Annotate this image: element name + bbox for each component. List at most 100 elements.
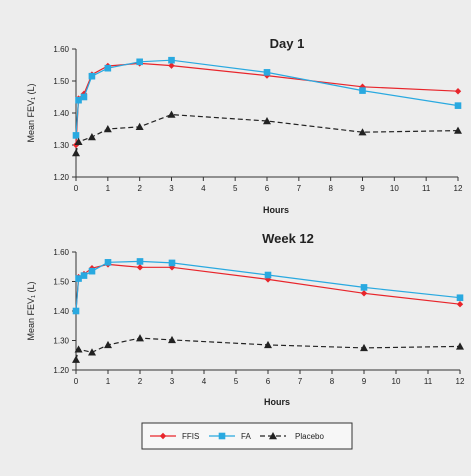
data-point-fa: [360, 284, 368, 291]
data-point-fa: [80, 272, 88, 279]
x-tick-label: 6: [265, 184, 270, 193]
data-point-fa: [72, 132, 80, 139]
data-point-placebo: [136, 334, 144, 342]
legend-label-fa: FA: [241, 432, 251, 441]
data-point-placebo: [103, 125, 112, 133]
data-point-placebo: [360, 343, 368, 352]
x-tick-label: 5: [233, 184, 238, 193]
data-point-fa: [88, 267, 96, 275]
series-placebo: [72, 334, 464, 363]
x-tick-label: 10: [392, 377, 401, 386]
legend: FFIS FA Placebo: [141, 422, 353, 450]
data-point-ffis: [456, 301, 464, 308]
data-point-fa: [104, 64, 112, 72]
data-point-placebo: [454, 126, 462, 134]
y-tick-label: 1.50: [53, 77, 69, 86]
legend-box: [141, 422, 353, 450]
x-tick-label: 4: [202, 377, 207, 386]
data-point-fa: [359, 87, 366, 94]
data-point-placebo: [263, 117, 271, 125]
data-point-placebo: [456, 342, 464, 350]
x-tick-label: 3: [169, 184, 174, 193]
data-point-fa: [72, 307, 80, 315]
x-tick-label: 4: [201, 184, 206, 193]
x-tick-label: 0: [74, 184, 79, 193]
chart-title: Week 12: [262, 231, 314, 246]
x-tick-label: 10: [390, 184, 399, 193]
legend-marker-fa: [218, 432, 226, 440]
data-point-placebo: [168, 335, 176, 344]
data-point-fa: [75, 275, 82, 282]
data-point-placebo: [135, 122, 144, 130]
data-point-fa: [104, 259, 112, 266]
data-point-placebo: [74, 345, 83, 353]
data-point-placebo: [264, 340, 272, 349]
x-tick-label: 0: [74, 377, 79, 386]
x-axis-label: Hours: [263, 205, 289, 215]
data-point-fa: [136, 258, 144, 265]
data-point-fa: [136, 58, 143, 66]
y-tick-label: 1.30: [53, 141, 69, 150]
series-fa: [72, 258, 464, 315]
x-tick-label: 12: [456, 377, 465, 386]
x-tick-label: 1: [106, 377, 111, 386]
x-tick-label: 9: [362, 377, 367, 386]
data-point-fa: [456, 294, 464, 302]
y-tick-label: 1.30: [53, 337, 69, 346]
y-tick-label: 1.60: [53, 45, 69, 54]
chart-panel-day1: Day 11.201.301.401.501.600 1 2 3 4 5 6 7 8 9 10 11 1…: [26, 36, 463, 215]
y-tick-label: 1.20: [53, 173, 69, 182]
y-tick-label: 1.20: [53, 366, 69, 375]
x-axis-label: Hours: [264, 397, 290, 407]
x-tick-label: 2: [138, 377, 143, 386]
data-point-fa: [264, 271, 272, 279]
x-tick-label: 7: [297, 184, 302, 193]
data-point-placebo: [358, 128, 367, 136]
data-point-placebo: [72, 355, 80, 363]
data-point-fa: [454, 102, 462, 109]
data-point-placebo: [74, 137, 83, 145]
data-point-placebo: [167, 110, 176, 118]
legend-label-placebo: Placebo: [295, 432, 324, 441]
y-tick-label: 1.60: [53, 248, 69, 257]
x-tick-label: 8: [330, 377, 335, 386]
chart-panel-week12: Week 121.201.301.401.501.600 1 2 3 4 5 6 7 8 9 10 1…: [26, 231, 465, 407]
data-point-ffis: [454, 88, 462, 95]
data-point-ffis: [168, 62, 175, 69]
data-point-placebo: [88, 348, 96, 356]
data-point-ffis: [136, 264, 144, 271]
data-point-fa: [88, 72, 96, 80]
x-tick-label: 11: [422, 184, 431, 193]
data-point-fa: [263, 69, 271, 76]
y-axis-label: Mean FEV₁ (L): [26, 83, 36, 142]
legend-marker-ffis: [159, 432, 167, 440]
x-tick-label: 6: [266, 377, 271, 386]
x-tick-label: 3: [170, 377, 175, 386]
x-tick-label: 8: [328, 184, 333, 193]
x-tick-label: 1: [106, 184, 111, 193]
data-point-fa: [168, 259, 176, 267]
y-axis-label: Mean FEV₁ (L): [26, 281, 36, 340]
series-placebo: [72, 110, 462, 157]
legend-label-ffis: FFIS: [182, 432, 199, 441]
data-point-fa: [168, 56, 175, 64]
y-tick-label: 1.50: [53, 278, 69, 287]
x-tick-label: 5: [234, 377, 239, 386]
y-tick-label: 1.40: [53, 109, 69, 118]
data-point-fa: [80, 93, 88, 101]
x-tick-label: 9: [360, 184, 365, 193]
data-point-fa: [75, 96, 82, 104]
data-point-placebo: [72, 149, 80, 157]
data-point-ffis: [360, 290, 368, 297]
x-tick-label: 11: [424, 377, 433, 386]
y-tick-label: 1.40: [53, 307, 69, 316]
x-tick-label: 12: [454, 184, 463, 193]
x-tick-label: 2: [137, 184, 142, 193]
data-point-placebo: [87, 133, 96, 141]
legend-marker-placebo: [269, 432, 277, 440]
data-point-placebo: [104, 340, 112, 349]
series-fa: [72, 56, 462, 139]
x-tick-label: 7: [298, 377, 303, 386]
